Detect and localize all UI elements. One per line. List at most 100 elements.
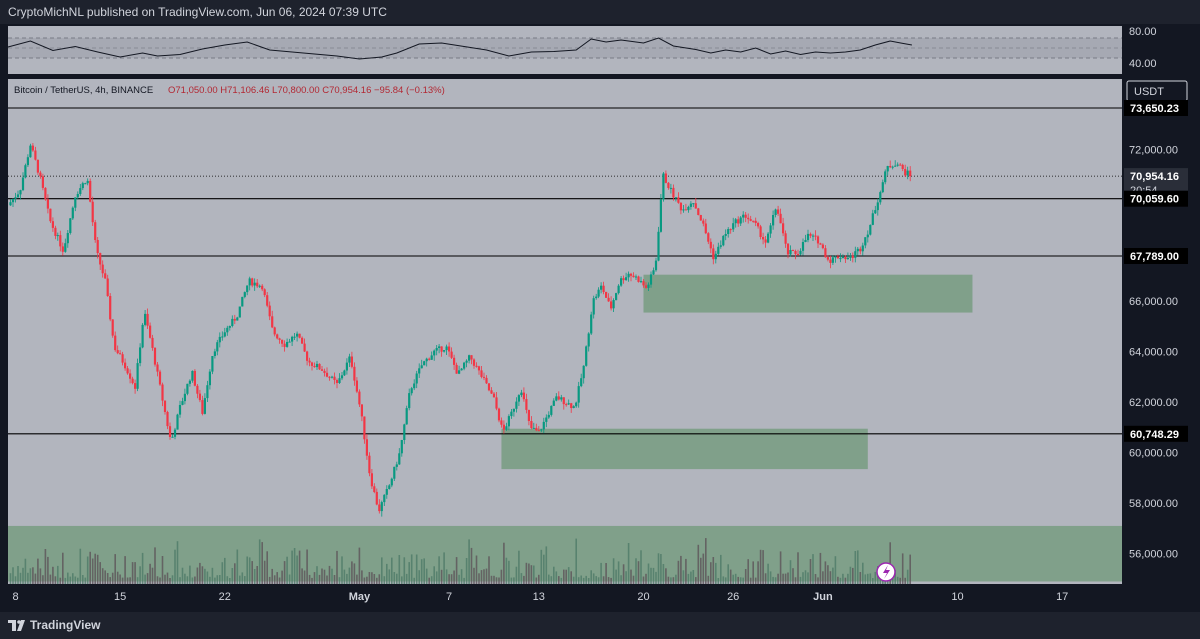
volume-bar <box>455 557 458 584</box>
volume-bar <box>899 577 901 584</box>
candle-body <box>866 234 869 238</box>
candle-body <box>281 339 284 344</box>
volume-bar <box>904 577 906 584</box>
candle-body <box>495 397 498 409</box>
candle-body <box>208 371 211 386</box>
volume-bar <box>396 573 398 584</box>
candle-body <box>458 370 461 374</box>
volume-bar <box>779 551 782 584</box>
currency-badge[interactable]: USDT <box>1126 80 1188 102</box>
volume-bar <box>226 576 229 584</box>
candle-body <box>552 400 555 406</box>
candle-body <box>231 318 234 326</box>
candle-body <box>620 278 623 286</box>
candles-layer <box>9 143 912 584</box>
candle-body <box>692 203 695 205</box>
volume-bar <box>258 539 261 584</box>
volume-bar <box>660 554 662 584</box>
time-tick-label: 15 <box>114 591 126 603</box>
volume-bar <box>767 563 769 584</box>
volume-bar <box>655 571 657 584</box>
candle-body <box>380 502 383 512</box>
volume-bar <box>827 565 829 584</box>
candle-body <box>829 259 832 263</box>
candle-body <box>864 237 867 246</box>
volume-bar <box>181 567 184 584</box>
volume-bar <box>572 576 575 584</box>
volume-bar <box>478 573 480 584</box>
candle-body <box>206 385 209 399</box>
time-axis[interactable]: 8 15 22 May 7 13 20 26 Jun 10 17 <box>12 591 1068 603</box>
time-tick-label: 20 <box>637 591 649 603</box>
candle-body <box>739 217 742 224</box>
candle-body <box>440 346 443 352</box>
price-level-tag <box>1124 248 1188 264</box>
volume-bar <box>44 549 47 584</box>
volume-bar <box>498 577 500 584</box>
candle-body <box>694 203 697 209</box>
price-chart[interactable]: 80.00 40.00 Bitcoin / TetherUS, 4h, BINA… <box>0 24 1200 612</box>
candle-body <box>173 429 177 437</box>
candle-body <box>634 276 638 278</box>
candle-body <box>213 351 216 356</box>
candle-body <box>537 430 540 432</box>
price-level-label: 73,650.23 <box>1130 103 1179 115</box>
candle-body <box>61 246 64 252</box>
candle-body <box>899 164 902 166</box>
volume-bar <box>475 555 478 584</box>
volume-bar <box>291 550 293 584</box>
volume-bar <box>79 548 82 584</box>
volume-bar <box>251 561 253 584</box>
volume-bar <box>361 570 363 584</box>
volume-bar <box>852 567 854 584</box>
candle-body <box>413 383 416 389</box>
volume-bar <box>371 572 373 584</box>
candle-body <box>602 285 605 292</box>
candle-body <box>874 210 877 214</box>
candle-body <box>114 335 117 351</box>
candle-body <box>59 235 62 247</box>
candle-body <box>178 405 182 415</box>
volume-bar <box>119 574 121 584</box>
candle-body <box>345 362 348 371</box>
volume-bar <box>543 554 545 584</box>
volume-bar <box>139 566 141 584</box>
candle-body <box>9 202 12 206</box>
candle-body <box>188 380 191 384</box>
volume-bar <box>580 575 582 584</box>
volume-bar <box>386 563 388 584</box>
candle-body <box>724 234 727 236</box>
candle-body <box>782 223 785 234</box>
footer-brand: TradingView <box>30 618 101 632</box>
candle-body <box>567 403 570 405</box>
candle-body <box>241 296 244 307</box>
candle-body <box>821 244 824 249</box>
candle-body <box>291 336 294 342</box>
candle-body <box>315 363 319 368</box>
candle-body <box>166 412 169 427</box>
candle-body <box>540 429 543 431</box>
candle-body <box>181 401 184 405</box>
candle-body <box>704 223 707 234</box>
candle-body <box>490 390 493 394</box>
volume-bar <box>376 577 378 584</box>
candle-body <box>856 248 859 252</box>
candle-body <box>824 248 827 258</box>
volume-bar <box>647 563 650 584</box>
candle-body <box>644 285 648 288</box>
bolt-icon[interactable] <box>876 562 896 582</box>
volume-bar <box>363 577 366 584</box>
volume-bar <box>99 562 101 584</box>
price-axis[interactable]: 73,650.2370,954.1620:5470,059.6067,789.0… <box>1124 100 1188 561</box>
volume-bar <box>839 577 842 584</box>
time-tick-label: 10 <box>951 591 963 603</box>
candle-body <box>515 401 518 409</box>
price-pane <box>8 79 1122 584</box>
candle-body <box>749 219 752 221</box>
candle-body <box>89 180 92 202</box>
candle-body <box>502 424 505 430</box>
volume-bar <box>358 547 361 584</box>
rsi-tick-40: 40.00 <box>1129 58 1157 70</box>
candle-body <box>158 371 162 385</box>
volume-bar <box>398 555 401 584</box>
